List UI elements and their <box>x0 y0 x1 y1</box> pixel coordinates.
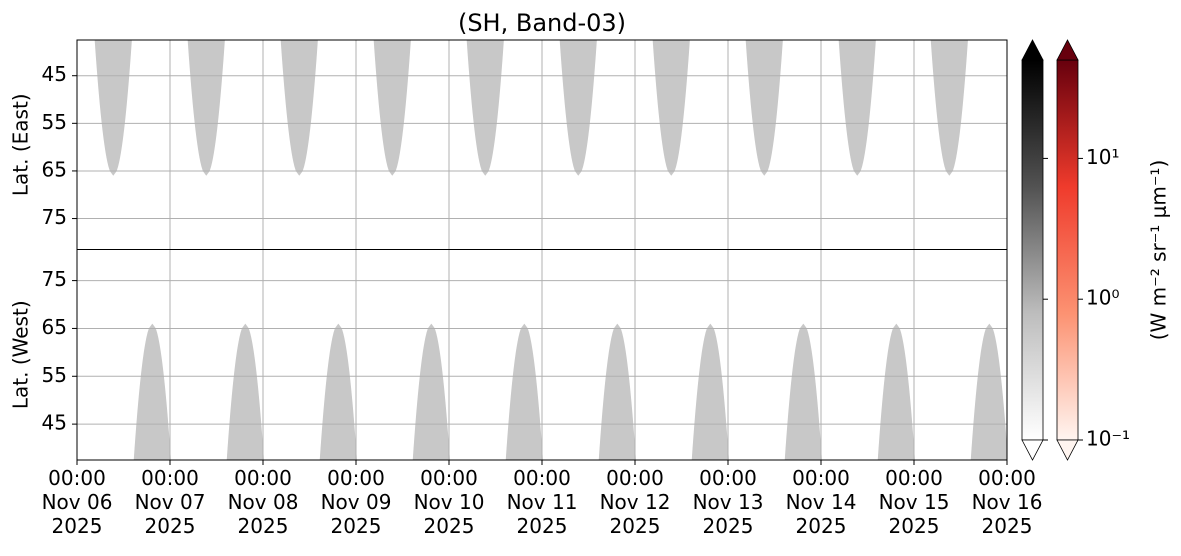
colorbar <box>1021 59 1044 441</box>
swath <box>745 40 783 176</box>
swath <box>466 40 504 176</box>
y-tick-label: 65 <box>42 157 67 181</box>
y-tick-label: 55 <box>42 363 67 387</box>
swath <box>838 40 876 176</box>
swath <box>598 323 636 460</box>
colorbar <box>1056 59 1079 441</box>
swath <box>784 323 822 460</box>
swath <box>559 40 597 176</box>
colorbar-label: (W m⁻² sr⁻¹ μm⁻¹) <box>1147 160 1171 341</box>
swath <box>373 40 411 176</box>
x-tick-label: 00:00 Nov 09 2025 <box>320 466 392 538</box>
chart-title: (SH, Band-03) <box>458 9 626 37</box>
x-tick-label: 00:00 Nov 12 2025 <box>599 466 671 538</box>
swath <box>226 323 264 460</box>
y-tick-label: 65 <box>42 315 67 339</box>
swath <box>691 323 729 460</box>
x-tick-label: 00:00 Nov 11 2025 <box>506 466 578 538</box>
x-tick-label: 00:00 Nov 10 2025 <box>413 466 485 538</box>
colorbar-tick-label: 10⁰ <box>1086 286 1119 310</box>
x-tick-label: 00:00 Nov 14 2025 <box>785 466 857 538</box>
colorbar-tick-label: 10⁻¹ <box>1086 427 1130 451</box>
swath <box>94 40 132 176</box>
swath <box>187 40 225 176</box>
swath <box>280 40 318 176</box>
x-tick-label: 00:00 Nov 07 2025 <box>134 466 206 538</box>
x-tick-label: 00:00 Nov 16 2025 <box>971 466 1043 538</box>
swath <box>412 323 450 460</box>
y-tick-label: 75 <box>42 267 67 291</box>
colorbar-extend-bottom <box>1056 439 1079 461</box>
x-tick-label: 00:00 Nov 15 2025 <box>878 466 950 538</box>
swath <box>133 323 171 460</box>
x-tick-label: 00:00 Nov 06 2025 <box>41 466 113 538</box>
swath <box>930 40 968 176</box>
swath <box>970 323 1007 460</box>
swath <box>319 323 357 460</box>
swath <box>505 323 543 460</box>
x-tick-label: 00:00 Nov 13 2025 <box>692 466 764 538</box>
x-tick-label: 00:00 Nov 08 2025 <box>227 466 299 538</box>
y-axis-label: Lat. (East) <box>9 93 33 196</box>
y-axis-label: Lat. (West) <box>9 300 33 409</box>
colorbar-extend-top <box>1056 39 1079 61</box>
y-tick-label: 55 <box>42 110 67 134</box>
y-tick-label: 45 <box>42 411 67 435</box>
colorbar-tick-label: 10¹ <box>1086 145 1119 169</box>
colorbar-extend-bottom <box>1021 439 1044 461</box>
swath <box>877 323 915 460</box>
colorbar-extend-top <box>1021 39 1044 61</box>
y-tick-label: 45 <box>42 62 67 86</box>
swath <box>652 40 690 176</box>
y-tick-label: 75 <box>42 205 67 229</box>
